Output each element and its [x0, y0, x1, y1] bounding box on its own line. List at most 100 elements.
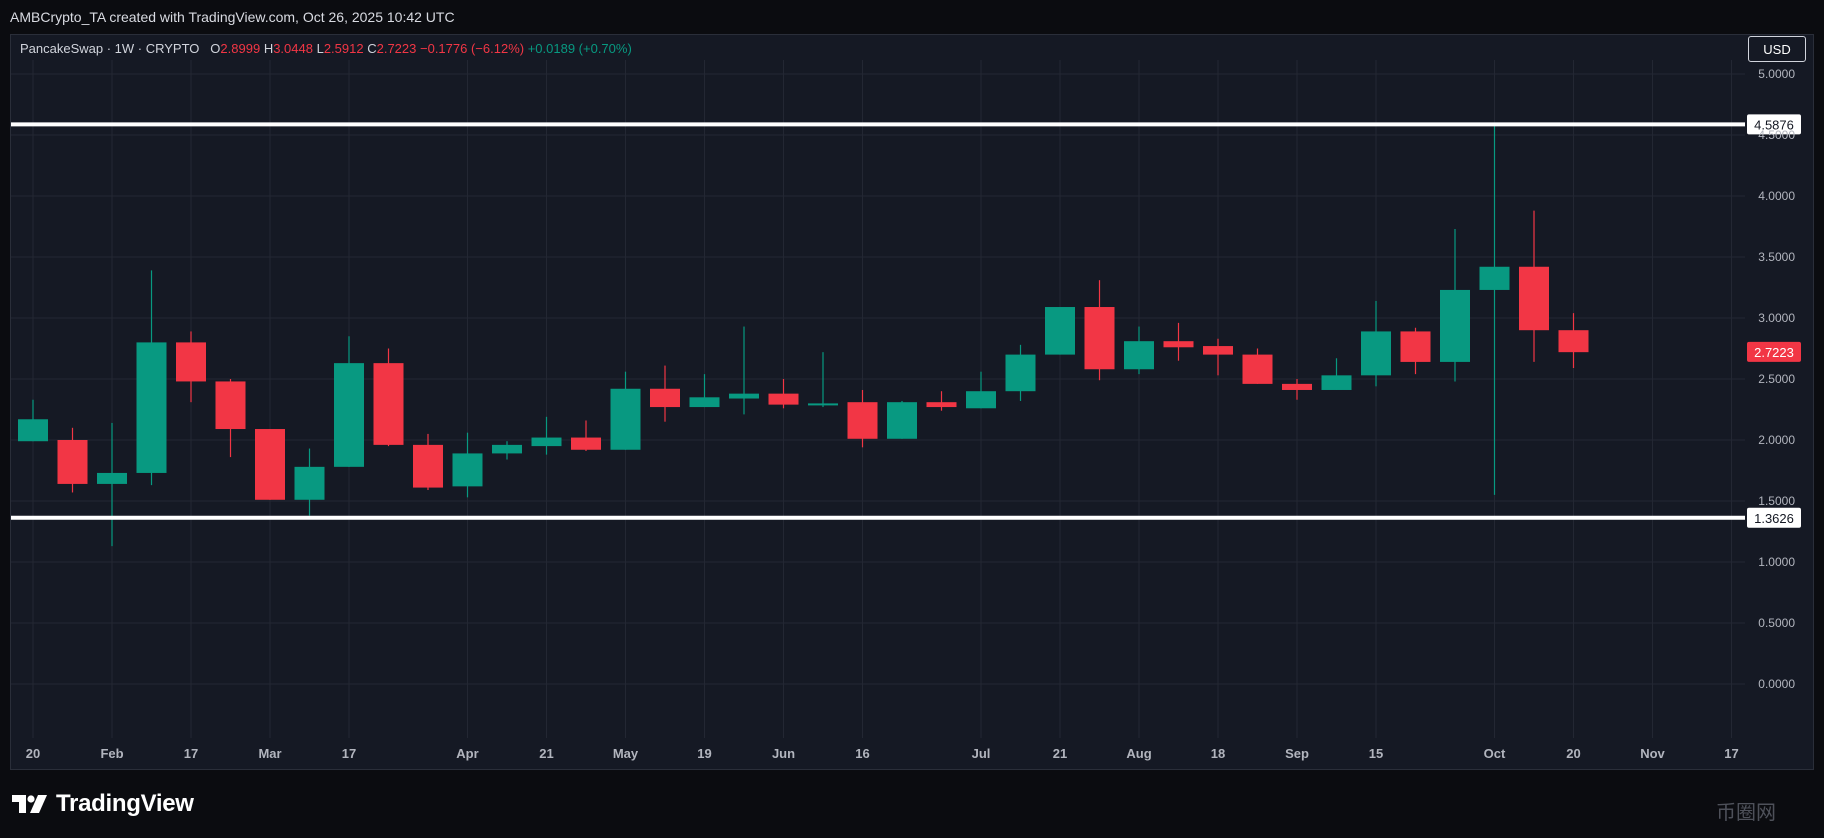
candles [18, 124, 1589, 547]
level-label: 1.3626 [1754, 511, 1794, 526]
attribution-text: AMBCrypto_TA created with TradingView.co… [0, 0, 1824, 34]
candle-body [1321, 375, 1352, 390]
price-tick-label: 0.5000 [1758, 616, 1795, 630]
time-tick-label: Aug [1126, 746, 1151, 761]
price-tick-label: 2.5000 [1758, 372, 1795, 386]
candle-body [926, 402, 957, 408]
time-tick-label: Jun [772, 746, 795, 761]
candle-body [768, 393, 799, 405]
tradingview-wordmark: TradingView [56, 790, 194, 817]
time-tick-label: 17 [342, 746, 356, 761]
candle-body [1242, 354, 1273, 384]
price-change: −0.1776 (−6.12%) [420, 41, 525, 56]
low-value: 2.5912 [323, 41, 364, 56]
candle-body [966, 391, 996, 409]
candle-body [176, 342, 206, 382]
candle-body [1203, 346, 1233, 355]
time-tick-label: 21 [1053, 746, 1067, 761]
symbol-name: PancakeSwap · 1W · CRYPTO [20, 41, 200, 56]
candle-body [1084, 307, 1115, 370]
candle-body [808, 403, 838, 406]
price-axis: 5.0000 4.5000 4.0000 3.5000 3.0000 2.5000 2.00… [1758, 67, 1795, 691]
time-tick-label: 20 [26, 746, 40, 761]
close-value: 2.7223 [376, 41, 417, 56]
price-tick-label: 1.5000 [1758, 494, 1795, 508]
candle-body [97, 472, 127, 484]
price-tick-label: 3.0000 [1758, 311, 1795, 325]
candle-body [1519, 266, 1549, 331]
tradingview-logo[interactable]: TradingView [12, 789, 194, 819]
grid-lines [11, 60, 1745, 738]
open-value: 2.8999 [220, 41, 261, 56]
candle-body [18, 419, 48, 442]
candle-body [650, 388, 680, 408]
price-tick-label: 3.5000 [1758, 250, 1795, 264]
candle-body [1479, 266, 1510, 290]
candlestick-chart[interactable]: 4.5876 1.3626 2.7223 5.0000 4.5000 4.0000 3.5… [0, 0, 1824, 770]
level-label-box [1747, 507, 1801, 528]
chart-panel[interactable] [10, 34, 1814, 770]
price-tick-label: 2.0000 [1758, 433, 1795, 447]
time-tick-label: 17 [184, 746, 198, 761]
candle-body [373, 363, 404, 445]
indicator-value: +0.0189 (+0.70%) [527, 41, 632, 56]
symbol-legend: PancakeSwap · 1W · CRYPTO O2.8999 H3.044… [20, 38, 632, 60]
candle-body [1124, 341, 1154, 370]
footer [0, 770, 1824, 838]
candle-body [1045, 307, 1075, 355]
price-tick-label: 0.0000 [1758, 677, 1795, 691]
time-tick-label: Feb [100, 746, 123, 761]
candle-body [1005, 354, 1036, 392]
candle-body [887, 402, 917, 439]
candle-body [1558, 330, 1589, 353]
last-price-label: 2.7223 [1754, 345, 1794, 360]
time-tick-label: 15 [1369, 746, 1383, 761]
candle-body [452, 453, 483, 487]
currency-button[interactable]: USD [1748, 36, 1806, 62]
level-label-box [1747, 114, 1801, 135]
time-tick-label: 17 [1724, 746, 1738, 761]
high-label: H [263, 41, 274, 56]
candle-body [294, 466, 325, 500]
candle-body [136, 342, 167, 473]
candle-body [215, 381, 246, 430]
candle-body [571, 437, 601, 450]
price-tick-label: 5.0000 [1758, 67, 1795, 81]
candle-body [689, 397, 720, 408]
candle-body [255, 429, 285, 500]
candle-body [1163, 341, 1194, 348]
candle-body [334, 363, 364, 467]
time-tick-label: Oct [1484, 746, 1506, 761]
price-tick-label: 4.5000 [1758, 128, 1795, 142]
candle-body [413, 444, 443, 488]
horizontal-levels: 4.5876 1.3626 2.7223 [11, 114, 1801, 528]
close-label: C [367, 41, 377, 56]
time-tick-label: 16 [855, 746, 869, 761]
time-axis: 20 Feb 17 Mar 17 Apr 21 May 19 Jun 16 Jul 21 Aug 18 Sep… [26, 746, 1739, 761]
time-tick-label: 21 [539, 746, 553, 761]
time-tick-label: 20 [1566, 746, 1580, 761]
time-tick-label: 19 [697, 746, 711, 761]
candle-body [57, 440, 88, 484]
low-label: L [316, 41, 324, 56]
price-tick-label: 1.0000 [1758, 555, 1795, 569]
candle-body [1400, 331, 1431, 362]
candle-body [492, 444, 522, 454]
time-tick-label: Sep [1285, 746, 1309, 761]
candle-body [1440, 289, 1470, 362]
time-tick-label: Apr [456, 746, 478, 761]
candle-body [847, 402, 878, 439]
level-label: 4.5876 [1754, 117, 1794, 132]
open-label: O [210, 41, 221, 56]
high-value: 3.0448 [273, 41, 313, 56]
candle-body [1361, 331, 1391, 376]
time-tick-label: Mar [258, 746, 281, 761]
time-tick-label: Jul [972, 746, 991, 761]
price-tick-label: 4.0000 [1758, 189, 1795, 203]
time-tick-label: May [613, 746, 639, 761]
time-tick-label: Nov [1640, 746, 1665, 761]
tradingview-logo-icon [12, 795, 47, 813]
candle-body [531, 437, 562, 447]
candle-body [1282, 383, 1312, 390]
last-price-box [1747, 341, 1801, 362]
